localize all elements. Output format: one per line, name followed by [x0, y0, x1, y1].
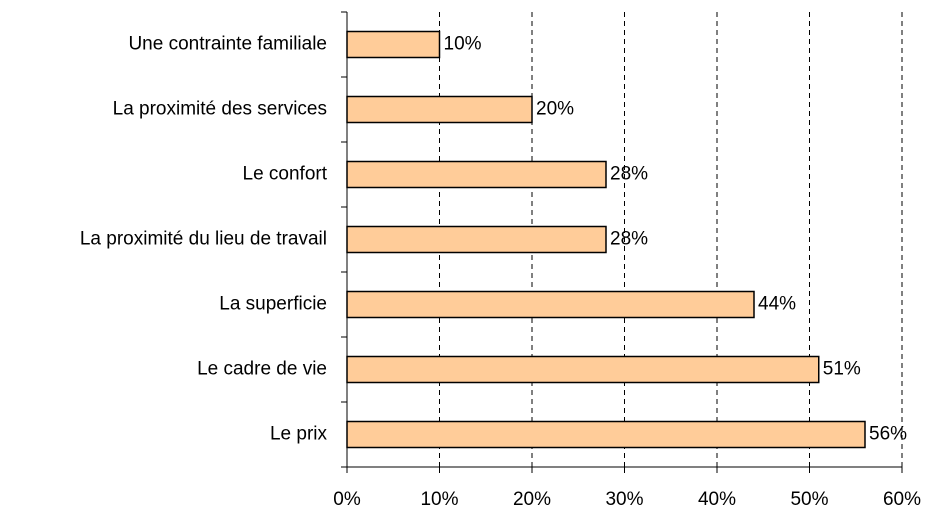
- x-tick-label: 60%: [883, 489, 921, 510]
- value-label: 51%: [823, 359, 861, 380]
- y-tick-label: La proximité des services: [113, 99, 327, 120]
- value-label: 28%: [610, 229, 648, 250]
- x-tick-label: 40%: [698, 489, 736, 510]
- x-tick-label: 20%: [513, 489, 551, 510]
- value-label: 10%: [444, 34, 482, 55]
- bar: [346, 420, 866, 449]
- bar: [346, 290, 755, 319]
- x-tick-label: 0%: [333, 489, 361, 510]
- bar: [346, 30, 441, 59]
- value-label: 56%: [869, 424, 907, 445]
- bar: [346, 160, 607, 189]
- x-tick-label: 30%: [605, 489, 643, 510]
- value-label: 44%: [758, 294, 796, 315]
- y-tick-label: Le prix: [270, 424, 328, 445]
- y-tick-label: La proximité du lieu de travail: [80, 229, 327, 250]
- y-tick-label: Le confort: [243, 164, 328, 185]
- x-tick-label: 50%: [790, 489, 828, 510]
- x-tick-label: 10%: [420, 489, 458, 510]
- y-tick-label: Une contrainte familiale: [128, 34, 327, 55]
- y-tick-label: Le cadre de vie: [197, 359, 327, 380]
- y-tick-label: La superficie: [219, 294, 327, 315]
- value-label: 28%: [610, 164, 648, 185]
- bar: [346, 95, 533, 124]
- bar: [346, 355, 820, 384]
- value-label: 20%: [536, 99, 574, 120]
- bar: [346, 225, 607, 254]
